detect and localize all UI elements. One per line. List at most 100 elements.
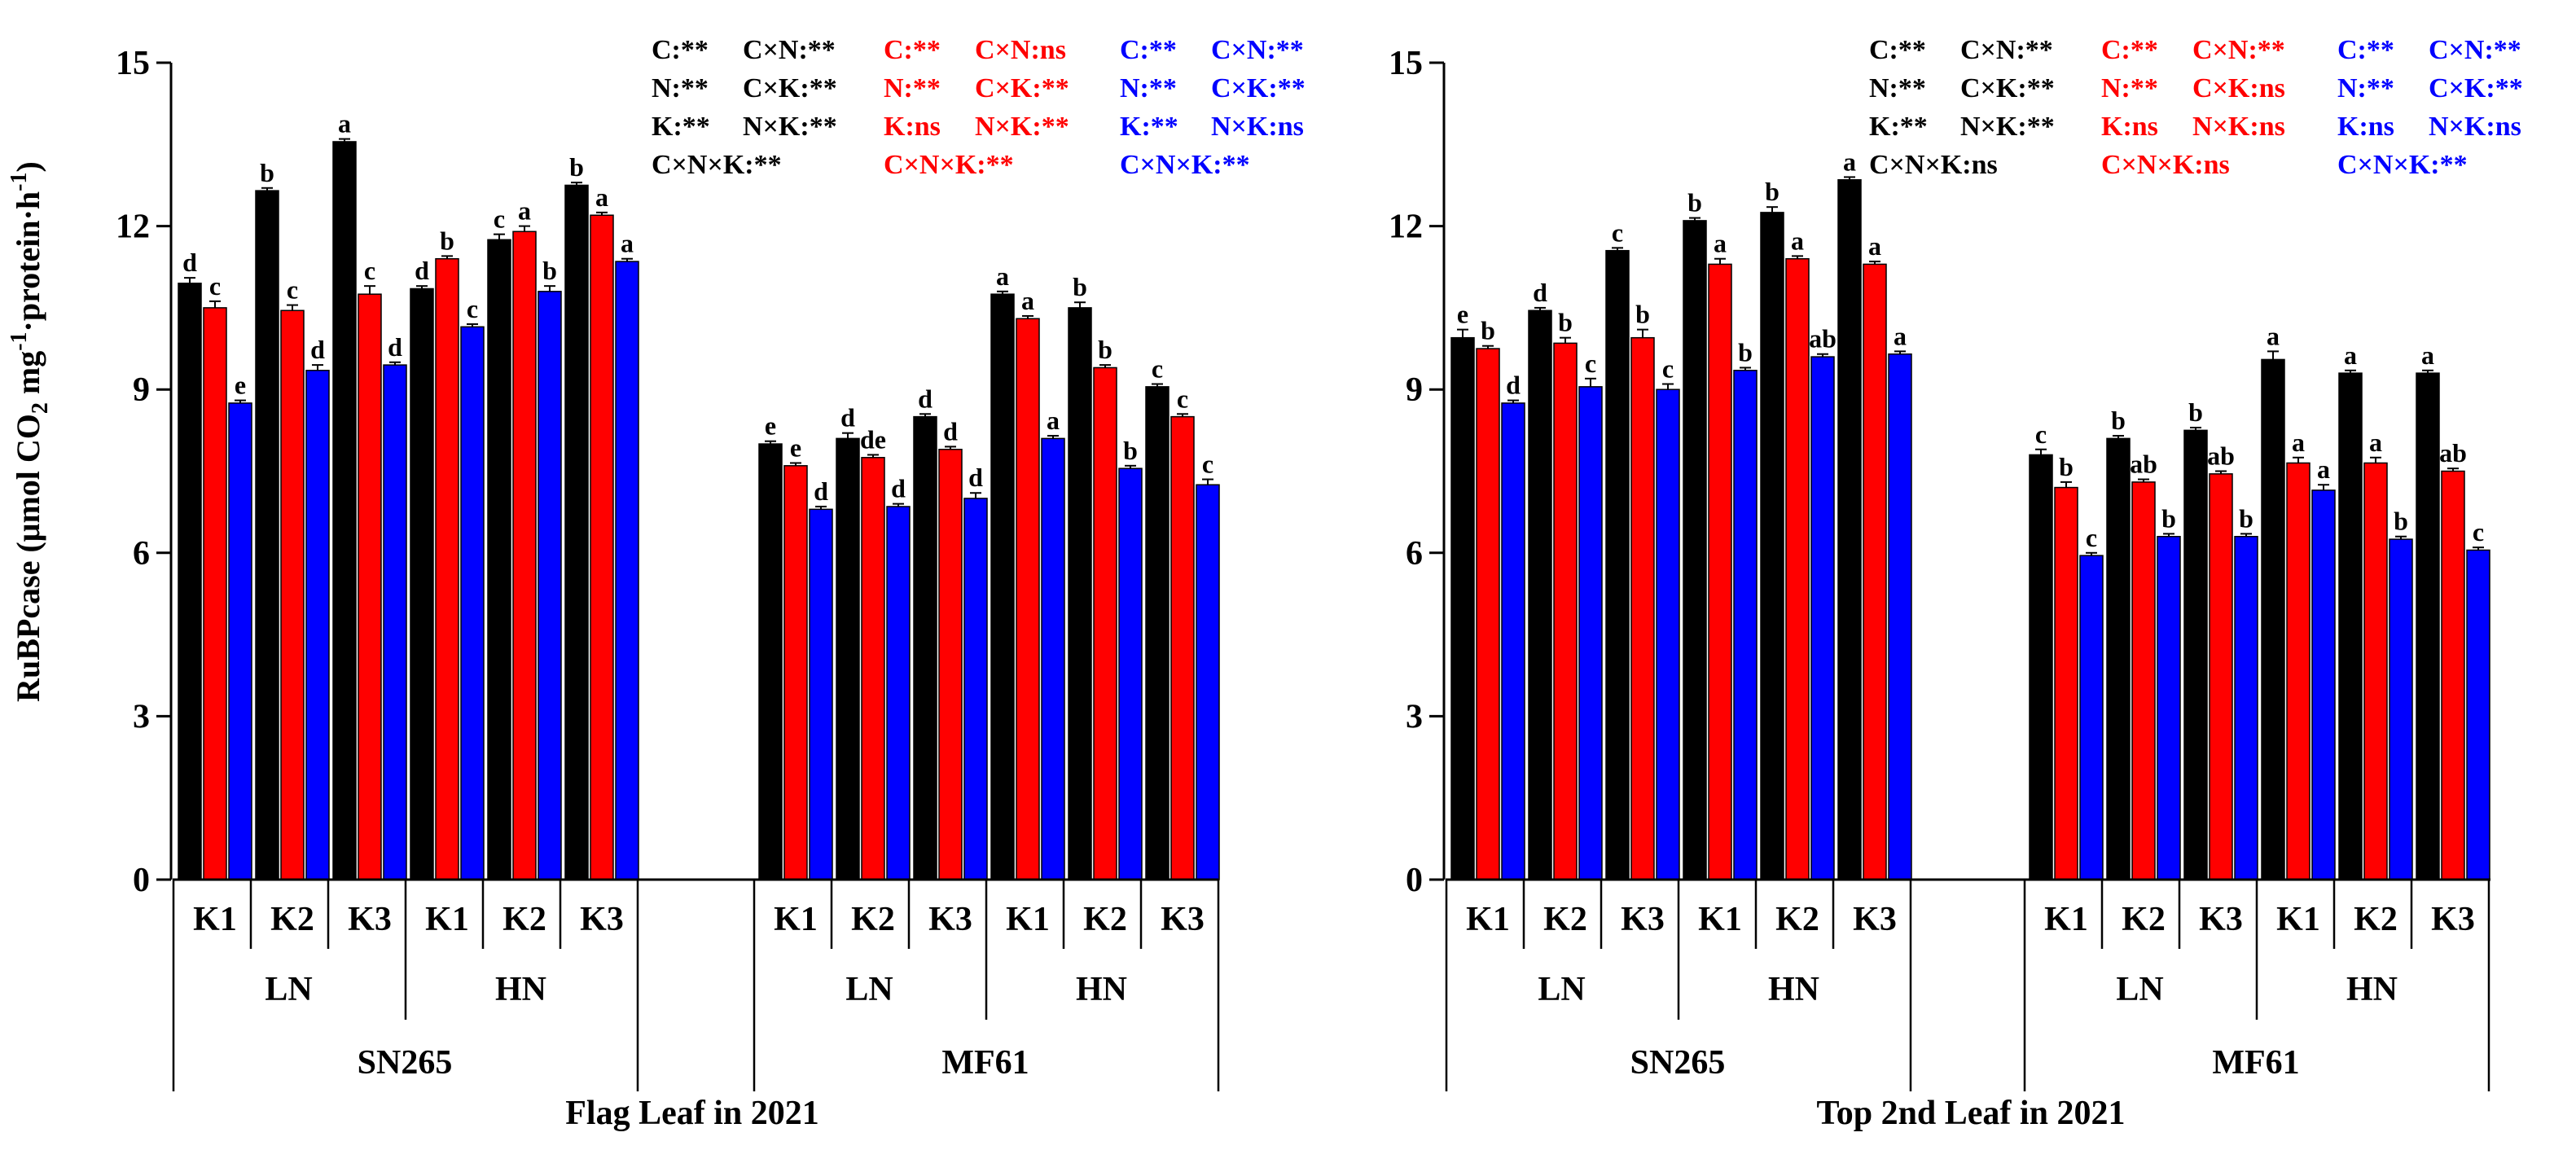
- y-axis-label: RuBPcase (μmol CO2 mg-1·protein·h-1): [7, 161, 53, 702]
- significance-letter: c: [2473, 517, 2484, 546]
- bar: [2416, 372, 2440, 880]
- significance-letter: e: [1457, 300, 1468, 329]
- significance-letter: a: [1843, 147, 1856, 176]
- significance-letter: b: [542, 256, 557, 285]
- y-tick-label: 3: [133, 698, 150, 735]
- n-level-label: LN: [2116, 971, 2163, 1008]
- significance-letter: b: [2188, 397, 2203, 427]
- bar: [1145, 386, 1170, 880]
- significance-letter: a: [1791, 226, 1804, 255]
- significance-letter: d: [840, 403, 855, 432]
- bar: [2131, 481, 2156, 880]
- significance-letter: a: [621, 229, 634, 258]
- y-tick-label: 0: [133, 862, 150, 899]
- bar: [938, 449, 963, 880]
- y-tick-label: 15: [116, 45, 150, 82]
- significance-letter: d: [388, 332, 402, 362]
- bar: [2466, 549, 2490, 880]
- bar: [1118, 467, 1143, 880]
- bar: [228, 402, 252, 880]
- bar: [512, 230, 537, 880]
- panel-title: Flag Leaf in 2021: [565, 1095, 819, 1132]
- anova-annotation: N:**: [2101, 73, 2158, 103]
- anova-annotation: C×K:**: [1960, 73, 2055, 103]
- k-level-label: K3: [1621, 901, 1665, 938]
- significance-letter: b: [1558, 308, 1573, 337]
- significance-letter: c: [1585, 349, 1596, 378]
- n-level-label: HN: [2346, 971, 2398, 1008]
- significance-letter: b: [1687, 188, 1702, 217]
- anova-annotation: N×K:**: [743, 112, 837, 142]
- anova-annotation: C:**: [652, 35, 709, 65]
- bar: [2106, 437, 2131, 880]
- significance-letter: d: [415, 256, 429, 285]
- anova-annotation: C×N×K:ns: [1869, 150, 1998, 180]
- cultivar-label: MF61: [2212, 1044, 2299, 1082]
- k-level-label: K3: [2431, 901, 2475, 938]
- k-level-label: K1: [1006, 901, 1050, 938]
- y-tick-label: 0: [1406, 862, 1423, 899]
- n-level-label: HN: [1768, 971, 1819, 1008]
- bar: [1196, 484, 1220, 880]
- significance-letter: c: [1177, 384, 1188, 413]
- y-tick-label: 12: [1389, 209, 1423, 246]
- anova-annotation: C×K:**: [2429, 73, 2523, 103]
- bar: [2054, 486, 2078, 880]
- bar: [1888, 353, 1912, 880]
- significance-letter: b: [260, 158, 274, 187]
- significance-letter: c: [2086, 523, 2097, 552]
- significance-letter: c: [364, 256, 375, 285]
- bar: [1683, 220, 1707, 880]
- anova-annotation: K:**: [652, 112, 710, 142]
- significance-letter: b: [2239, 503, 2253, 533]
- significance-letter: d: [1533, 278, 1547, 307]
- anova-annotation: N×K:**: [1960, 112, 2055, 142]
- bar: [2157, 535, 2181, 880]
- bar: [305, 370, 330, 880]
- k-level-label: K1: [2276, 901, 2320, 938]
- bar: [1810, 356, 1835, 880]
- significance-letter: a: [2421, 340, 2434, 370]
- significance-letter: e: [765, 411, 776, 441]
- significance-letter: b: [2161, 503, 2176, 533]
- significance-letter: a: [595, 182, 608, 212]
- significance-letter: a: [2292, 428, 2305, 457]
- bar: [1630, 336, 1655, 880]
- bar: [2183, 429, 2208, 880]
- significance-letter: ab: [2130, 450, 2157, 479]
- bar: [2389, 538, 2413, 880]
- significance-letter: a: [2369, 428, 2382, 457]
- anova-annotation: N×K:ns: [2429, 112, 2521, 142]
- anova-annotation: C×N×K:**: [2337, 150, 2468, 180]
- significance-letter: c: [1152, 354, 1163, 384]
- anova-annotation: C×N:**: [2192, 35, 2285, 65]
- significance-letter: c: [287, 275, 298, 305]
- bar: [1785, 257, 1810, 880]
- significance-letter: a: [996, 261, 1009, 291]
- bar: [178, 283, 202, 880]
- anova-annotation: C×K:**: [743, 73, 837, 103]
- cultivar-label: SN265: [1630, 1044, 1726, 1082]
- bar: [203, 307, 227, 880]
- significance-letter: b: [440, 226, 454, 255]
- significance-letter: c: [1662, 354, 1674, 384]
- significance-letter: e: [790, 432, 801, 462]
- bar: [1656, 388, 1680, 880]
- bar: [2338, 372, 2363, 880]
- significance-letter: d: [968, 463, 983, 492]
- anova-annotation: N:**: [652, 73, 709, 103]
- k-level-label: K3: [928, 901, 972, 938]
- significance-letter: d: [310, 335, 325, 364]
- anova-annotation: N×K:**: [975, 112, 1069, 142]
- significance-letter: d: [918, 384, 933, 413]
- k-level-label: K3: [1161, 901, 1205, 938]
- significance-letter: ab: [2439, 438, 2467, 467]
- k-level-label: K2: [851, 901, 895, 938]
- bar: [886, 506, 911, 880]
- anova-annotation: C:**: [2337, 35, 2394, 65]
- significance-letter: b: [569, 152, 584, 182]
- anova-annotation: C×K:**: [975, 73, 1069, 103]
- bar: [2311, 489, 2336, 880]
- k-level-label: K2: [2122, 901, 2166, 938]
- bar: [1068, 307, 1092, 880]
